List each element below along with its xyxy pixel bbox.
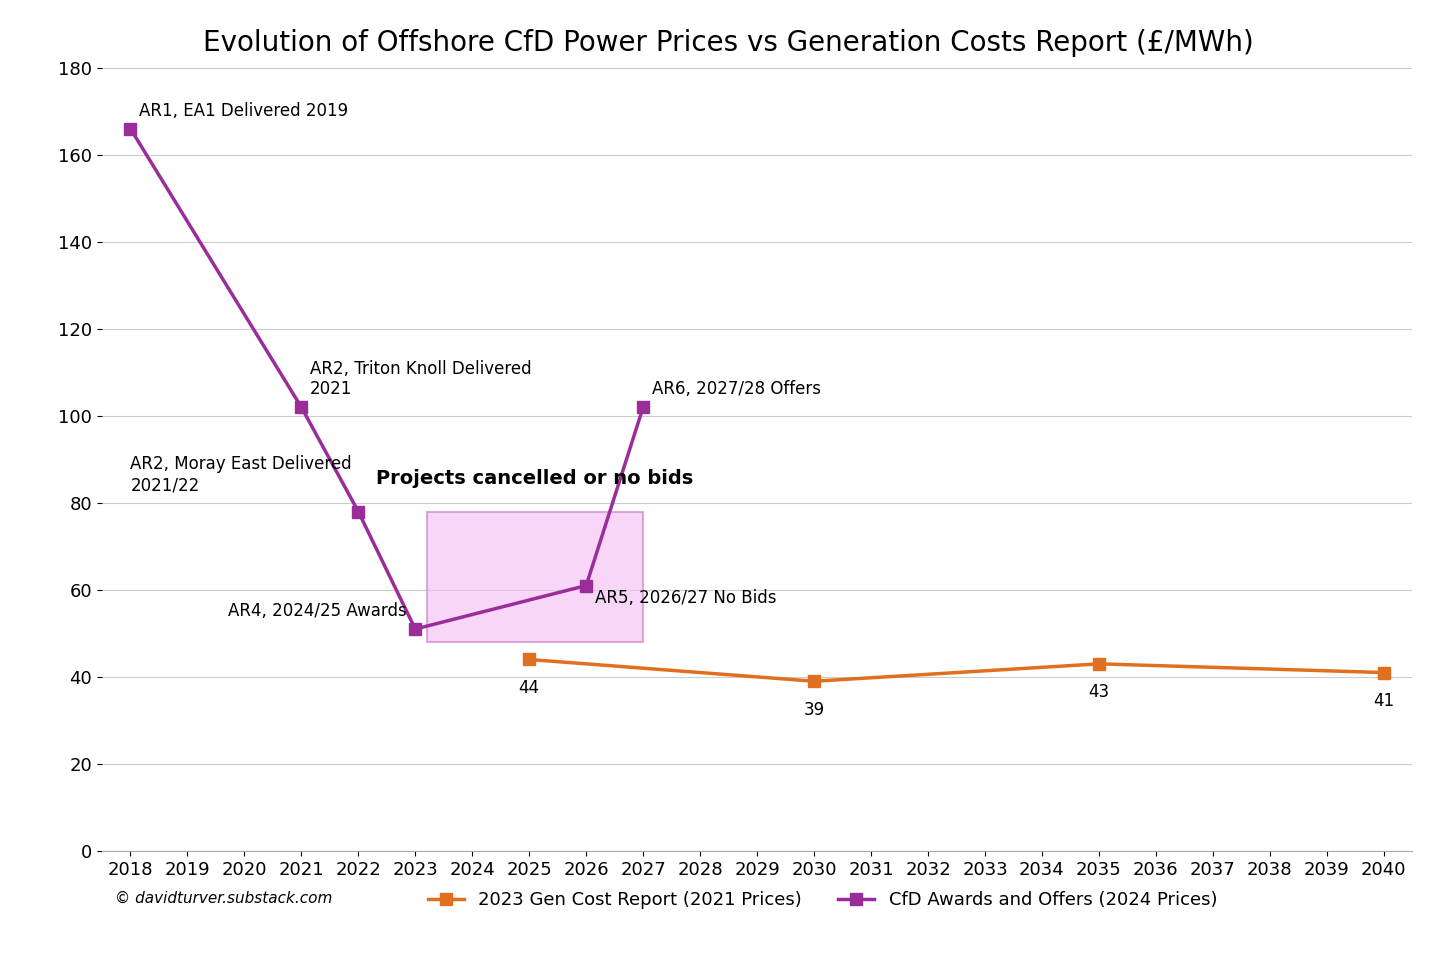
Text: 41: 41 xyxy=(1373,692,1395,710)
CfD Awards and Offers (2024 Prices) xyxy=(578,579,596,591)
Bar xyxy=(427,512,644,642)
Text: AR4, 2024/25 Awards: AR4, 2024/25 Awards xyxy=(229,602,406,621)
CfD Awards and Offers (2024 Prices) xyxy=(122,123,140,134)
Legend: 2023 Gen Cost Report (2021 Prices), CfD Awards and Offers (2024 Prices): 2023 Gen Cost Report (2021 Prices), CfD … xyxy=(421,884,1224,917)
Text: AR6, 2027/28 Offers: AR6, 2027/28 Offers xyxy=(652,380,821,398)
Text: AR2, Triton Knoll Delivered
2021: AR2, Triton Knoll Delivered 2021 xyxy=(310,360,531,398)
Text: AR2, Moray East Delivered
2021/22: AR2, Moray East Delivered 2021/22 xyxy=(131,455,352,494)
Text: AR5, 2026/27 No Bids: AR5, 2026/27 No Bids xyxy=(594,589,776,607)
Line: CfD Awards and Offers (2024 Prices): CfD Awards and Offers (2024 Prices) xyxy=(124,123,649,635)
Text: 43: 43 xyxy=(1089,684,1109,701)
2023 Gen Cost Report (2021 Prices) xyxy=(520,654,537,665)
Line: 2023 Gen Cost Report (2021 Prices): 2023 Gen Cost Report (2021 Prices) xyxy=(523,654,1390,688)
2023 Gen Cost Report (2021 Prices) xyxy=(1374,667,1392,679)
Text: AR1, EA1 Delivered 2019: AR1, EA1 Delivered 2019 xyxy=(138,102,348,120)
CfD Awards and Offers (2024 Prices) xyxy=(293,401,310,413)
Text: © davidturver.substack.com: © davidturver.substack.com xyxy=(115,891,332,906)
2023 Gen Cost Report (2021 Prices) xyxy=(1091,658,1108,669)
CfD Awards and Offers (2024 Prices) xyxy=(349,506,367,517)
Text: Evolution of Offshore CfD Power Prices vs Generation Costs Report (£/MWh): Evolution of Offshore CfD Power Prices v… xyxy=(202,29,1254,57)
Text: 44: 44 xyxy=(518,679,540,697)
CfD Awards and Offers (2024 Prices) xyxy=(406,623,424,634)
Text: 39: 39 xyxy=(804,701,824,718)
2023 Gen Cost Report (2021 Prices) xyxy=(805,675,823,687)
Text: Projects cancelled or no bids: Projects cancelled or no bids xyxy=(376,469,693,487)
CfD Awards and Offers (2024 Prices) xyxy=(635,401,652,413)
